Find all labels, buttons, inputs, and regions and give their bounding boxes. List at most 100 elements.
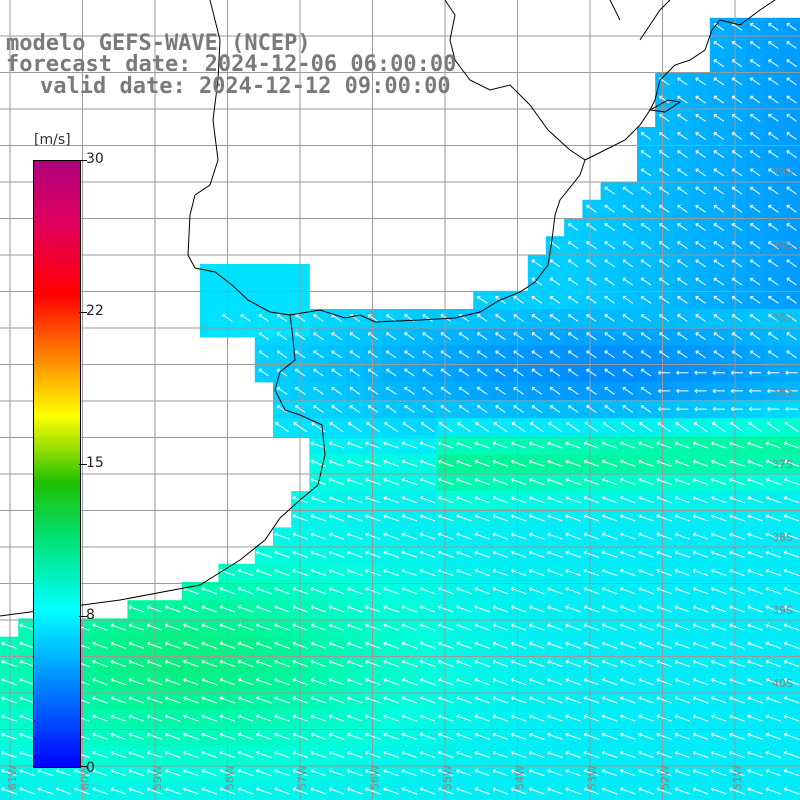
- wind-arrow: [146, 696, 163, 704]
- latitude-label: 35S: [772, 312, 793, 325]
- wind-arrow: [383, 496, 399, 504]
- wind-arrow: [274, 587, 290, 595]
- wind-arrow: [695, 314, 706, 322]
- wind-arrow: [183, 787, 199, 795]
- wind-arrow: [565, 623, 581, 631]
- wind-arrow: [201, 623, 217, 631]
- wind-arrow: [547, 587, 563, 595]
- wind-arrow: [458, 332, 470, 341]
- wind-arrow: [237, 732, 254, 740]
- wind-arrow: [1, 750, 17, 759]
- wind-arrow: [710, 696, 727, 704]
- wind-arrow: [601, 750, 618, 759]
- wind-arrow: [692, 514, 709, 522]
- wind-arrow: [110, 623, 126, 631]
- wind-arrow: [255, 659, 272, 668]
- wind-arrow: [783, 550, 800, 558]
- wind-arrow: [730, 388, 744, 394]
- wind-arrow: [438, 422, 453, 433]
- wind-arrow: [92, 769, 108, 777]
- wind-arrow: [183, 678, 199, 686]
- longitude-label: 59W: [151, 765, 164, 790]
- wind-arrow: [602, 422, 617, 433]
- wind-arrow: [765, 441, 782, 449]
- wind-arrow: [476, 368, 488, 377]
- wind-arrow: [383, 678, 399, 686]
- wind-arrow: [604, 314, 615, 322]
- longitude-label: 51W: [731, 765, 744, 790]
- valid-date: valid date: 2024-12-12 09:00:00: [40, 74, 451, 99]
- wind-arrow: [767, 388, 780, 394]
- wind-arrow: [385, 368, 397, 377]
- wind-arrow: [510, 769, 527, 777]
- wind-arrow: [531, 405, 543, 413]
- wind-arrow: [713, 277, 725, 286]
- wind-arrow: [367, 314, 379, 322]
- wind-arrow: [677, 150, 688, 159]
- wind-arrow: [619, 441, 636, 449]
- wind-arrow: [219, 623, 236, 631]
- wind-arrow: [638, 550, 654, 558]
- wind-arrow: [55, 769, 72, 777]
- wind-arrow: [549, 368, 561, 377]
- wind-arrow: [419, 732, 436, 740]
- latitude-label: 38S: [772, 531, 793, 544]
- wind-arrow: [567, 332, 579, 341]
- wind-arrow: [404, 332, 415, 341]
- wind-arrow: [419, 678, 436, 686]
- wind-arrow: [768, 350, 779, 359]
- wind-arrow: [765, 568, 782, 577]
- wind-arrow: [274, 550, 290, 558]
- wind-arrow: [1, 787, 17, 795]
- wind-arrow: [729, 714, 745, 722]
- wind-arrow: [422, 405, 433, 413]
- wind-arrow: [531, 368, 543, 377]
- wind-arrow: [474, 659, 490, 668]
- wind-arrow: [331, 386, 342, 395]
- wind-arrow: [476, 295, 488, 304]
- wind-arrow: [674, 550, 691, 558]
- wind-arrow: [313, 386, 324, 395]
- wind-arrow: [658, 204, 670, 213]
- wind-arrow: [456, 787, 472, 795]
- wind-arrow: [55, 787, 72, 795]
- wind-arrow: [310, 605, 327, 613]
- wind-arrow: [749, 314, 761, 322]
- wind-arrow: [346, 696, 363, 704]
- wind-arrow: [710, 587, 727, 595]
- wind-arrow: [164, 641, 181, 649]
- wind-arrow: [367, 386, 379, 395]
- wind-arrow: [619, 496, 636, 504]
- wind-arrow: [183, 641, 199, 649]
- wind-arrow: [495, 314, 506, 322]
- wind-arrow: [146, 769, 163, 777]
- wind-arrow: [712, 388, 725, 394]
- wind-arrow: [749, 113, 761, 122]
- wind-arrow: [531, 386, 543, 395]
- wind-arrow: [695, 150, 706, 159]
- wind-arrow: [768, 277, 779, 286]
- wind-arrow: [583, 587, 600, 595]
- wind-arrow: [313, 368, 324, 377]
- wind-arrow: [437, 514, 454, 522]
- wind-arrow: [510, 477, 527, 486]
- wind-arrow: [310, 732, 327, 740]
- wind-arrow: [710, 496, 727, 504]
- wind-arrow: [656, 732, 672, 740]
- wind-arrow: [549, 332, 561, 341]
- wind-arrow: [677, 95, 688, 104]
- wind-arrow: [510, 459, 527, 467]
- wind-arrow: [786, 204, 797, 213]
- wind-arrow: [565, 550, 581, 558]
- wind-arrow: [331, 368, 342, 377]
- wind-arrow: [456, 568, 472, 577]
- wind-arrow: [401, 750, 418, 759]
- wind-arrow: [565, 769, 581, 777]
- wind-arrow: [586, 277, 597, 286]
- wind-arrow: [783, 696, 800, 704]
- wind-arrow: [383, 623, 399, 631]
- wind-arrow: [528, 750, 545, 759]
- wind-arrow: [458, 405, 470, 413]
- wind-arrow: [328, 477, 345, 486]
- wind-arrow: [292, 787, 308, 795]
